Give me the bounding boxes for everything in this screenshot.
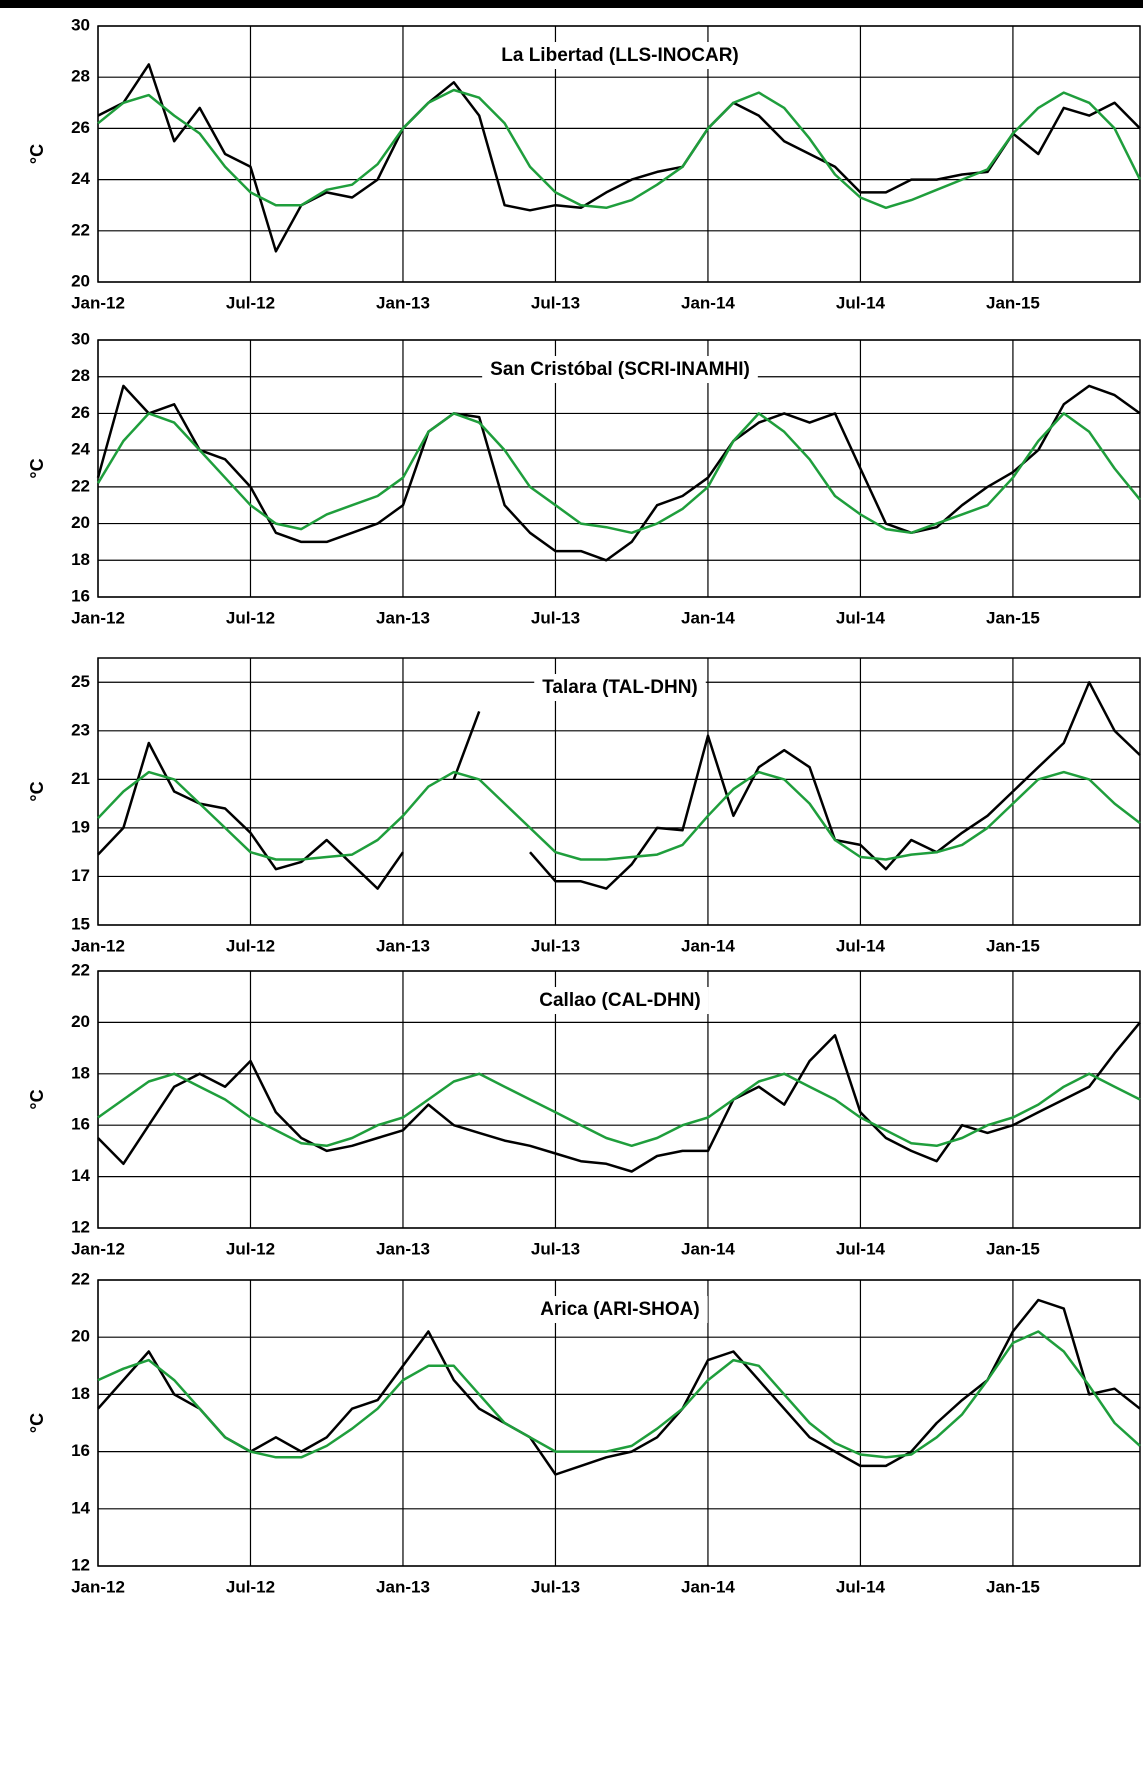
top-band bbox=[0, 0, 1143, 8]
chart-title: Arica (ARI-SHOA) bbox=[540, 1299, 699, 1320]
x-tick-label: Jul-13 bbox=[531, 293, 580, 312]
plot-area bbox=[97, 657, 1141, 926]
data-line bbox=[97, 1330, 1141, 1459]
y-tick-label: 21 bbox=[71, 769, 90, 788]
x-tick-label: Jan-14 bbox=[681, 936, 735, 955]
chart-title: Callao (CAL-DHN) bbox=[539, 990, 701, 1011]
x-tick-label: Jan-12 bbox=[71, 1239, 125, 1258]
y-tick-label: 30 bbox=[71, 15, 90, 34]
y-tick-label: 17 bbox=[71, 866, 90, 885]
data-line bbox=[96, 384, 1141, 562]
x-tick-label: Jan-13 bbox=[376, 936, 430, 955]
x-tick-label: Jan-13 bbox=[376, 1239, 430, 1258]
y-tick-label: 24 bbox=[71, 169, 90, 188]
x-tick-label: Jan-15 bbox=[986, 293, 1040, 312]
y-tick-label: 22 bbox=[71, 476, 90, 495]
y-tick-label: 12 bbox=[71, 1555, 90, 1574]
title-background bbox=[482, 356, 758, 384]
y-tick-label: 20 bbox=[71, 1012, 90, 1031]
x-tick-label: Jan-14 bbox=[681, 608, 735, 627]
x-tick-label: Jul-13 bbox=[531, 1239, 580, 1258]
x-tick-label: Jul-14 bbox=[836, 608, 886, 627]
y-tick-label: 20 bbox=[71, 271, 90, 290]
y-tick-label: 30 bbox=[71, 329, 90, 348]
title-background bbox=[531, 987, 709, 1015]
x-tick-label: Jan-14 bbox=[681, 1577, 735, 1596]
data-line bbox=[97, 770, 1141, 861]
x-tick-label: Jan-15 bbox=[986, 936, 1040, 955]
y-tick-label: 23 bbox=[71, 720, 90, 739]
y-tick-label: 22 bbox=[71, 960, 90, 979]
data-line bbox=[97, 1072, 1141, 1148]
data-line bbox=[97, 63, 1141, 253]
x-tick-label: Jul-14 bbox=[836, 1577, 886, 1596]
title-background bbox=[534, 674, 706, 702]
data-line bbox=[96, 412, 1141, 535]
y-axis-label: °C bbox=[27, 458, 47, 478]
x-tick-label: Jul-13 bbox=[531, 1577, 580, 1596]
x-tick-label: Jul-14 bbox=[836, 293, 886, 312]
x-tick-label: Jul-12 bbox=[226, 608, 275, 627]
x-tick-label: Jan-12 bbox=[71, 293, 125, 312]
y-tick-label: 28 bbox=[71, 67, 90, 86]
x-tick-label: Jul-12 bbox=[226, 1239, 275, 1258]
x-tick-label: Jul-14 bbox=[836, 1239, 886, 1258]
x-tick-label: Jan-15 bbox=[986, 1577, 1040, 1596]
data-line bbox=[97, 88, 1142, 210]
title-background bbox=[532, 1296, 708, 1324]
plot-area bbox=[97, 1279, 1141, 1567]
y-tick-label: 15 bbox=[71, 914, 90, 933]
x-tick-label: Jan-14 bbox=[681, 1239, 735, 1258]
y-tick-label: 25 bbox=[71, 672, 90, 691]
y-tick-label: 12 bbox=[71, 1217, 90, 1236]
y-axis-label: °C bbox=[27, 1089, 47, 1109]
y-tick-label: 24 bbox=[71, 440, 90, 459]
data-line bbox=[97, 1021, 1141, 1173]
x-tick-label: Jan-12 bbox=[71, 936, 125, 955]
x-tick-label: Jul-13 bbox=[531, 936, 580, 955]
x-tick-label: Jan-13 bbox=[376, 1577, 430, 1596]
y-tick-label: 16 bbox=[71, 586, 90, 605]
y-tick-label: 20 bbox=[71, 1327, 90, 1346]
y-tick-label: 22 bbox=[71, 220, 90, 239]
y-tick-label: 20 bbox=[71, 513, 90, 532]
x-tick-label: Jul-12 bbox=[226, 936, 275, 955]
y-tick-label: 14 bbox=[71, 1498, 90, 1517]
data-line bbox=[97, 1298, 1141, 1476]
x-tick-label: Jan-15 bbox=[986, 1239, 1040, 1258]
x-tick-label: Jul-14 bbox=[836, 936, 886, 955]
y-axis-label: °C bbox=[27, 781, 47, 801]
x-tick-label: Jul-12 bbox=[226, 293, 275, 312]
x-tick-label: Jan-12 bbox=[71, 608, 125, 627]
y-tick-label: 14 bbox=[71, 1166, 90, 1185]
y-tick-label: 16 bbox=[71, 1115, 90, 1134]
y-tick-label: 16 bbox=[71, 1441, 90, 1460]
x-tick-label: Jan-15 bbox=[986, 608, 1040, 627]
x-tick-label: Jan-13 bbox=[376, 608, 430, 627]
chart-title: San Cristóbal (SCRI-INAMHI) bbox=[490, 359, 750, 380]
y-tick-label: 18 bbox=[71, 1063, 90, 1082]
chart-title: La Libertad (LLS-INOCAR) bbox=[501, 45, 739, 66]
y-tick-label: 28 bbox=[71, 366, 90, 385]
y-axis-label: °C bbox=[27, 144, 47, 164]
chart-title: Talara (TAL-DHN) bbox=[542, 677, 698, 698]
y-tick-label: 18 bbox=[71, 550, 90, 569]
x-tick-label: Jan-13 bbox=[376, 293, 430, 312]
x-tick-label: Jan-12 bbox=[71, 1577, 125, 1596]
y-tick-label: 18 bbox=[71, 1384, 90, 1403]
x-tick-label: Jul-12 bbox=[226, 1577, 275, 1596]
y-tick-label: 26 bbox=[71, 403, 90, 422]
x-tick-label: Jan-14 bbox=[681, 293, 735, 312]
y-tick-label: 22 bbox=[71, 1269, 90, 1288]
y-tick-label: 19 bbox=[71, 817, 90, 836]
y-axis-label: °C bbox=[27, 1413, 47, 1433]
title-background bbox=[493, 42, 747, 70]
y-tick-label: 26 bbox=[71, 118, 90, 137]
x-tick-label: Jul-13 bbox=[531, 608, 580, 627]
